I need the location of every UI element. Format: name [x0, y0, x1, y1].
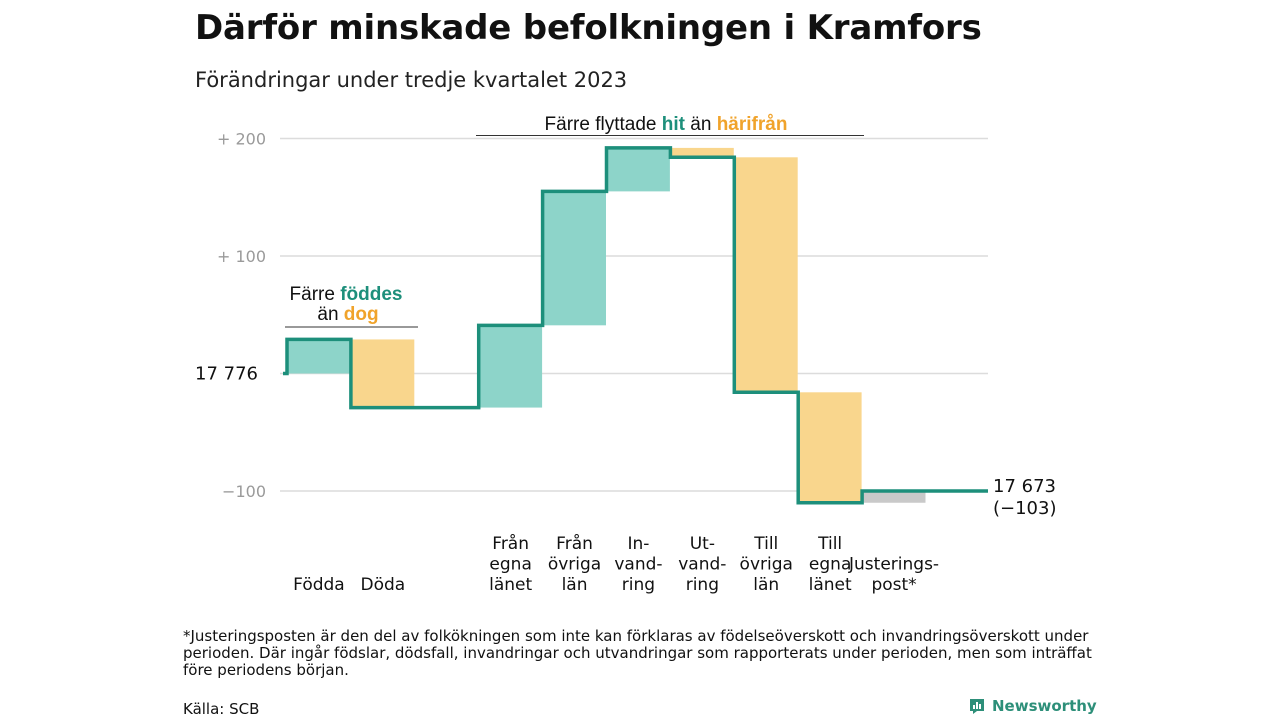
waterfall-bar — [606, 147, 670, 192]
category-label: Från — [492, 533, 529, 554]
category-label: ring — [622, 575, 655, 595]
category-label: Till — [753, 534, 778, 554]
brand: Newsworthy — [968, 697, 1097, 715]
waterfall-bar — [798, 392, 862, 503]
y-tick-label: + 100 — [217, 247, 266, 266]
chart-subtitle: Förändringar under tredje kvartalet 2023 — [195, 68, 628, 92]
waterfall-step-line — [283, 146, 988, 505]
category-label: övriga — [740, 555, 793, 575]
brand-name: Newsworthy — [992, 697, 1097, 715]
category-label: Från — [556, 533, 593, 554]
end-value-label: 17 673 — [993, 476, 1056, 497]
category-label: län — [753, 575, 779, 595]
waterfall-bar — [287, 339, 351, 374]
annotation-births-line2: än dog — [317, 304, 378, 325]
category-label: egna — [809, 555, 851, 575]
annotation-moves: Färre flyttade hit än härifrån — [545, 114, 788, 135]
waterfall-bar — [478, 325, 543, 408]
annotation-births-line1: Färre föddes — [290, 284, 403, 305]
newsworthy-logo-icon — [970, 699, 984, 714]
category-label: Döda — [360, 575, 405, 595]
waterfall-bar — [350, 339, 415, 408]
waterfall-bar — [862, 491, 926, 503]
end-change-label: (−103) — [993, 498, 1056, 519]
footnote: *Justeringsposten är den del av folkökni… — [183, 627, 1092, 679]
y-tick-label: −100 — [222, 482, 266, 501]
y-tick-label: + 200 — [217, 130, 266, 149]
category-label: Ut- — [690, 534, 715, 554]
category-label: vand- — [678, 555, 726, 575]
category-label: ring — [686, 575, 719, 595]
category-label: länet — [489, 575, 532, 595]
category-label: Födda — [293, 575, 345, 595]
start-value-label: 17 776 — [195, 364, 258, 385]
source-note: Källa: SCB — [183, 700, 260, 718]
category-label: länet — [809, 575, 852, 595]
category-label: vand- — [614, 555, 662, 575]
waterfall-bar — [670, 147, 734, 158]
category-label: egna — [489, 555, 531, 575]
category-label: Justerings- — [848, 555, 939, 575]
category-label: övriga — [548, 555, 601, 575]
waterfall-bar — [734, 157, 798, 393]
category-label: post* — [871, 575, 916, 595]
waterfall-bar — [542, 191, 606, 326]
category-label: Till — [817, 534, 842, 554]
chart-title: Därför minskade befolkningen i Kramfors — [195, 8, 982, 48]
category-label: län — [562, 575, 588, 595]
category-label: In- — [627, 534, 649, 554]
